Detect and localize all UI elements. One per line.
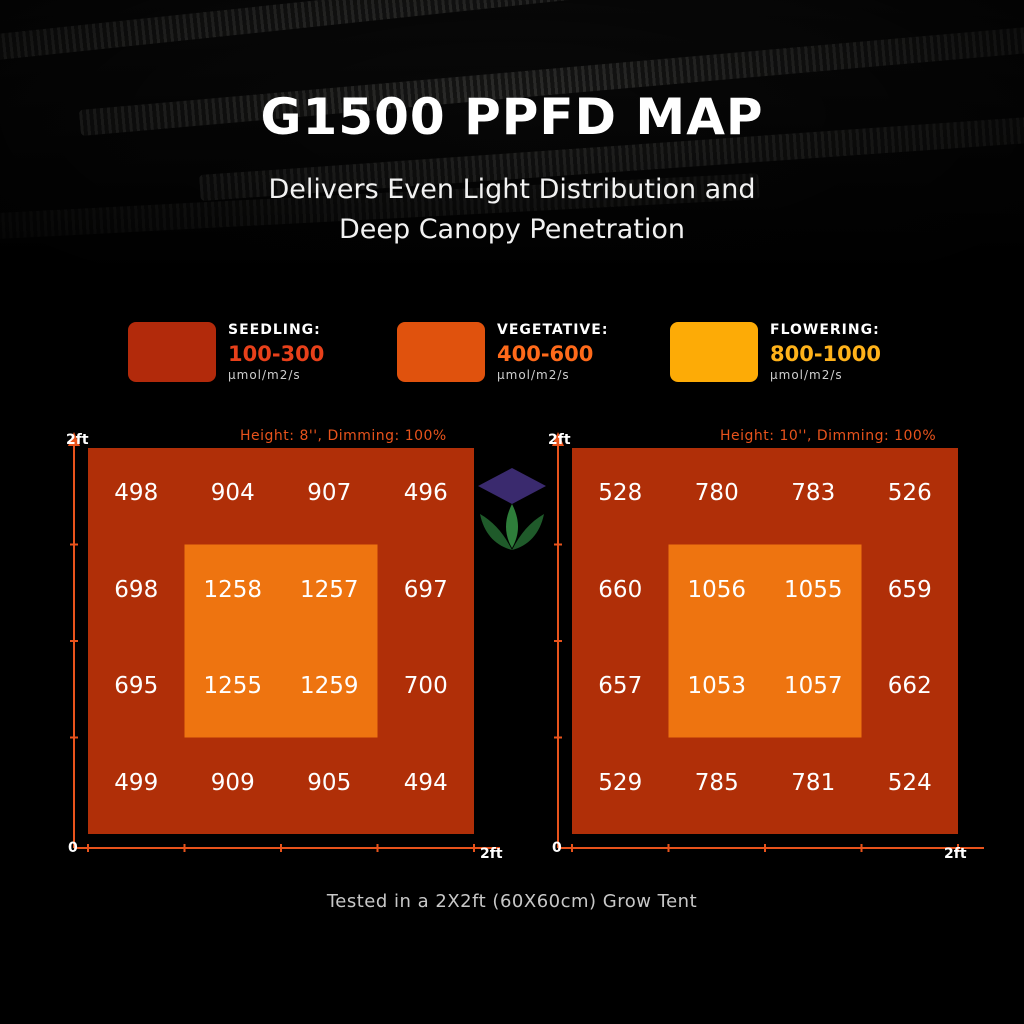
ppfd-value: 498 xyxy=(114,480,159,507)
ppfd-value: 524 xyxy=(887,769,932,796)
ppfd-value: 780 xyxy=(694,480,739,507)
ppfd-map-8in: Height: 8'', Dimming: 100% 2ft 0 2ft 498… xyxy=(60,420,503,870)
legend-swatch-vegetative xyxy=(397,322,485,382)
ppfd-value: 1258 xyxy=(203,576,263,603)
ppfd-value: 499 xyxy=(114,769,159,796)
ppfd-value: 905 xyxy=(307,769,352,796)
ppfd-value: 662 xyxy=(887,673,932,700)
ppfd-value: 528 xyxy=(598,480,643,507)
ppfd-value: 1053 xyxy=(687,673,747,700)
x-axis-end-label: 2ft xyxy=(944,846,967,862)
ppfd-value: 698 xyxy=(114,576,159,603)
ppfd-value: 785 xyxy=(694,769,739,796)
heatmap-svg xyxy=(552,432,984,852)
footer-note: Tested in a 2X2ft (60X60cm) Grow Tent xyxy=(326,891,698,912)
legend-name: SEEDLING: xyxy=(228,322,321,338)
ppfd-value: 1257 xyxy=(299,576,359,603)
ppfd-value: 526 xyxy=(887,480,932,507)
ppfd-value: 907 xyxy=(307,480,352,507)
leaf-logo-icon xyxy=(478,468,546,550)
ppfd-map-10in: Height: 10'', Dimming: 100% 2ft 0 2ft 52… xyxy=(544,420,984,870)
map-caption: Height: 8'', Dimming: 100% xyxy=(240,428,447,444)
ppfd-value: 660 xyxy=(598,576,643,603)
ppfd-value: 1055 xyxy=(783,576,843,603)
axis-origin-label: 0 xyxy=(552,840,562,856)
y-axis-end-label: 2ft xyxy=(548,432,571,448)
y-axis-arrow xyxy=(552,432,564,446)
ppfd-value: 1255 xyxy=(203,673,263,700)
ppfd-value: 781 xyxy=(791,769,836,796)
ppfd-value: 697 xyxy=(403,576,448,603)
page-title: G1500 PPFD MAP xyxy=(260,88,764,146)
ppfd-value: 494 xyxy=(403,769,448,796)
ppfd-value: 529 xyxy=(598,769,643,796)
legend-range: 100-300 xyxy=(228,342,325,366)
legend-swatch-seedling xyxy=(128,322,216,382)
ppfd-value: 659 xyxy=(887,576,932,603)
ppfd-value: 1056 xyxy=(687,576,747,603)
legend-unit: μmol/m2/s xyxy=(228,368,301,382)
map-caption: Height: 10'', Dimming: 100% xyxy=(720,428,937,444)
header-shade xyxy=(0,0,1024,290)
ppfd-value: 909 xyxy=(210,769,255,796)
heatmap-high-zone xyxy=(668,544,862,738)
legend-name: VEGETATIVE: xyxy=(497,322,609,338)
x-axis-end-label: 2ft xyxy=(480,846,503,862)
ppfd-value: 1057 xyxy=(783,673,843,700)
y-axis-end-label: 2ft xyxy=(66,432,89,448)
ppfd-value: 657 xyxy=(598,673,643,700)
heatmap-high-zone xyxy=(184,544,378,738)
subtitle-line-1: Delivers Even Light Distribution and xyxy=(268,174,756,205)
subtitle-line-2: Deep Canopy Penetration xyxy=(338,214,686,245)
ppfd-value: 783 xyxy=(791,480,836,507)
page-subtitle: Delivers Even Light Distribution and Dee… xyxy=(0,170,1024,250)
ppfd-value: 695 xyxy=(114,673,159,700)
axis-origin-label: 0 xyxy=(68,840,78,856)
legend-name: FLOWERING: xyxy=(770,322,880,338)
ppfd-value: 904 xyxy=(210,480,255,507)
ppfd-value: 496 xyxy=(403,480,448,507)
ppfd-value: 700 xyxy=(403,673,448,700)
legend-range: 800-1000 xyxy=(770,342,881,366)
header-backdrop xyxy=(0,0,1024,290)
y-axis-arrow xyxy=(68,432,80,446)
legend-swatch-flowering xyxy=(670,322,758,382)
legend-unit: μmol/m2/s xyxy=(497,368,570,382)
legend-range: 400-600 xyxy=(497,342,594,366)
heatmap-svg xyxy=(68,432,500,852)
legend-unit: μmol/m2/s xyxy=(770,368,843,382)
ppfd-value: 1259 xyxy=(299,673,359,700)
